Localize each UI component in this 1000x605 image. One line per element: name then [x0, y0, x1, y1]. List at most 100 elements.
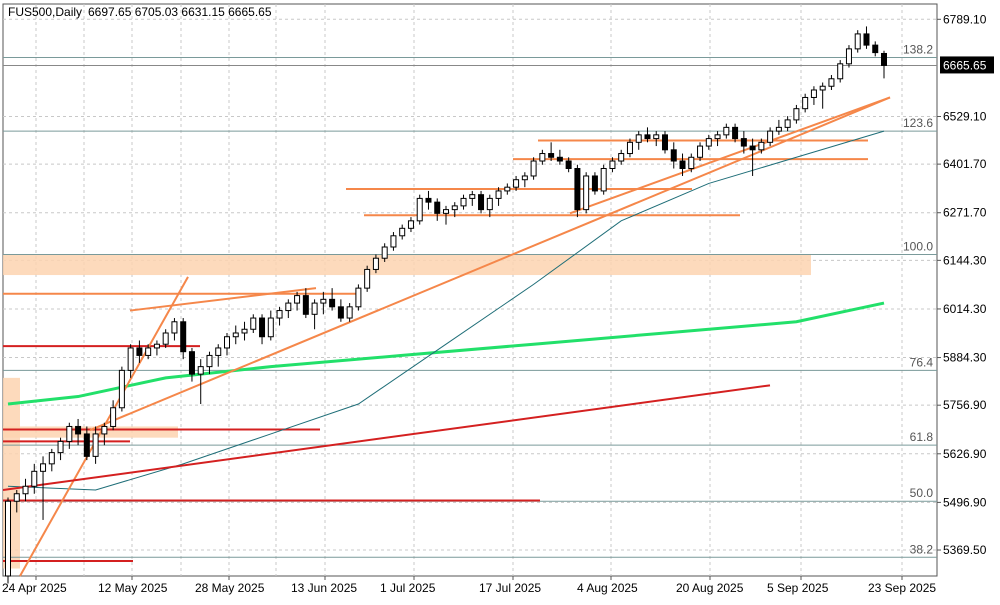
candle-body	[153, 343, 160, 349]
candle-body	[241, 328, 248, 334]
candle-body	[215, 347, 222, 356]
candle-body	[784, 119, 791, 128]
candle-body	[5, 500, 11, 577]
time-axis: 24 Apr 2025 12 May 2025 28 May 2025 13 Jun …	[2, 576, 936, 595]
candle-body	[83, 433, 90, 457]
candle	[75, 418, 82, 446]
candle	[407, 217, 414, 233]
time-tick-label: 4 Aug 2025	[577, 581, 638, 595]
candle-body	[197, 366, 204, 375]
candle-body	[320, 298, 327, 304]
candle	[679, 153, 686, 176]
candle	[469, 190, 476, 206]
candle	[337, 299, 344, 322]
candle	[215, 344, 222, 367]
long-moving-average	[7, 301, 885, 406]
candle-body	[810, 89, 817, 98]
candle	[705, 134, 712, 150]
candle-body	[837, 63, 844, 80]
candle-body	[171, 321, 178, 334]
candle-body	[206, 354, 213, 368]
candle	[618, 149, 625, 165]
candle-body	[819, 85, 826, 91]
candle-body	[670, 149, 677, 162]
candlesticks	[5, 26, 887, 584]
candle	[653, 131, 660, 147]
candle-body	[364, 268, 371, 289]
candle-body	[232, 332, 239, 338]
candle-body	[145, 347, 152, 356]
candle	[5, 497, 11, 584]
candle	[241, 321, 248, 341]
candle-body	[600, 167, 607, 192]
candle-body	[749, 145, 756, 151]
ohlc-readout: 6697.65 6705.03 6631.15 6665.65	[88, 5, 272, 19]
time-tick-label: 1 Jul 2025	[380, 581, 436, 595]
candle-body	[75, 425, 82, 435]
fib-level-label: 50.0	[910, 486, 934, 500]
candle	[197, 359, 204, 405]
candle-body	[521, 175, 528, 181]
candle-body	[478, 194, 485, 211]
price-tick-label: 5496.90	[943, 495, 987, 509]
fib-level-label: 138.2	[903, 42, 933, 56]
candle	[267, 310, 274, 341]
candle	[136, 340, 143, 363]
candle-body	[101, 425, 108, 435]
candle	[346, 303, 353, 322]
candle	[416, 194, 423, 225]
candle-body	[705, 138, 712, 147]
candle	[31, 463, 38, 494]
candle-body	[13, 493, 20, 502]
candle	[232, 325, 239, 345]
time-tick-label: 12 May 2025	[98, 581, 168, 595]
candle	[48, 448, 55, 472]
candle-body	[31, 470, 38, 487]
candle	[188, 347, 195, 382]
time-tick-label: 24 Apr 2025	[2, 581, 67, 595]
candle-body	[591, 175, 598, 192]
candle	[775, 119, 782, 135]
candle-body	[767, 130, 774, 143]
candle-body	[793, 108, 800, 121]
candle-body	[92, 433, 99, 457]
candle-body	[285, 302, 292, 312]
fib-level-label: 61.8	[910, 430, 934, 444]
candle	[22, 478, 29, 502]
candle	[425, 190, 432, 210]
fib-level-label: 38.2	[910, 542, 934, 556]
candle	[723, 123, 730, 139]
last-price-label: 6665.65	[943, 58, 987, 72]
candle	[460, 194, 467, 210]
candle-body	[390, 235, 397, 248]
candle	[635, 131, 642, 150]
candle-body	[530, 160, 537, 177]
candle-body	[329, 298, 336, 308]
candle	[171, 318, 178, 341]
candle	[556, 149, 563, 165]
candle-body	[188, 351, 195, 375]
candle-body	[469, 194, 476, 199]
candle	[145, 344, 152, 360]
candle	[548, 142, 555, 162]
candle-body	[180, 321, 187, 353]
candle-body	[250, 317, 257, 330]
candle	[591, 172, 598, 195]
price-tick-label: 6401.70	[943, 157, 987, 171]
candle	[504, 183, 511, 195]
candle-body	[828, 78, 835, 87]
candle	[40, 456, 47, 520]
fib-level-label: 123.6	[903, 116, 933, 130]
candle-body	[162, 332, 169, 345]
candle-body	[302, 295, 309, 315]
candle	[478, 190, 485, 214]
candle	[740, 131, 747, 154]
candle-body	[110, 407, 117, 427]
candle	[881, 50, 887, 79]
candle-body	[443, 209, 449, 214]
candle	[688, 153, 695, 173]
candle-body	[57, 440, 64, 454]
candle	[224, 332, 230, 356]
